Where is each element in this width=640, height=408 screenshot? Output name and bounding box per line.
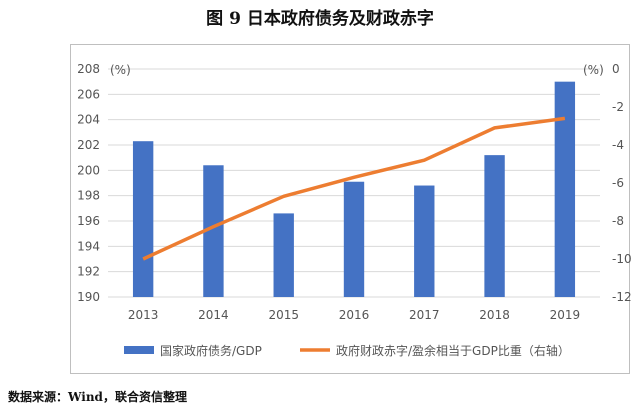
chart-frame: [70, 44, 630, 374]
left-tick-label: 202: [77, 138, 100, 152]
bar: [554, 81, 576, 298]
bar: [343, 181, 365, 297]
left-tick-label: 204: [77, 113, 100, 127]
x-tick-label: 2017: [409, 308, 440, 322]
legend-label-bar: 国家政府债务/GDP: [160, 343, 262, 358]
left-tick-label: 200: [77, 163, 100, 177]
line-series: [142, 116, 566, 261]
bar: [273, 213, 294, 297]
left-tick-label: 206: [77, 87, 100, 101]
legend-label-line: 政府财政赤字/盈余相当于GDP比重（右轴）: [336, 343, 570, 358]
right-axis-ticks: 0 -2 -4 -6 -8 -10 -12: [612, 62, 632, 304]
legend: 国家政府债务/GDP 政府财政赤字/盈余相当于GDP比重（右轴）: [124, 343, 570, 358]
bar: [484, 155, 505, 297]
x-tick-label: 2013: [128, 308, 159, 322]
right-tick-label: -8: [612, 214, 624, 228]
x-tick-label: 2015: [268, 308, 299, 322]
left-tick-label: 194: [77, 239, 100, 253]
left-tick-label: 198: [77, 189, 100, 203]
right-tick-label: -4: [612, 138, 624, 152]
left-tick-label: 190: [77, 290, 100, 304]
right-tick-label: -6: [612, 176, 624, 190]
right-tick-label: -2: [612, 100, 624, 114]
bar: [132, 141, 154, 297]
source-note: 数据来源：Wind，联合资信整理: [8, 390, 187, 404]
x-tick-label: 2019: [550, 308, 581, 322]
bar: [414, 185, 435, 297]
x-axis-ticks: 2013 2014 2015 2016 2017 2018 2019: [128, 308, 580, 322]
right-tick-label: -12: [612, 290, 632, 304]
right-tick-label: 0: [612, 62, 620, 76]
left-axis-ticks: 190 192 194 196 198 200 202 204 206 208: [77, 62, 100, 304]
bar: [203, 165, 224, 297]
x-tick-label: 2014: [198, 308, 229, 322]
left-tick-label: 208: [77, 62, 100, 76]
x-tick-label: 2018: [479, 308, 510, 322]
chart-title: 图 9 日本政府债务及财政赤字: [206, 9, 434, 29]
left-tick-label: 192: [77, 265, 100, 279]
x-tick-label: 2016: [339, 308, 370, 322]
left-tick-label: 196: [77, 214, 100, 228]
bar-series: [132, 81, 576, 298]
legend-swatch-bar: [124, 346, 154, 354]
right-axis-unit: (%): [583, 63, 604, 77]
right-tick-label: -10: [612, 252, 632, 266]
left-axis-unit: (%): [110, 63, 131, 77]
